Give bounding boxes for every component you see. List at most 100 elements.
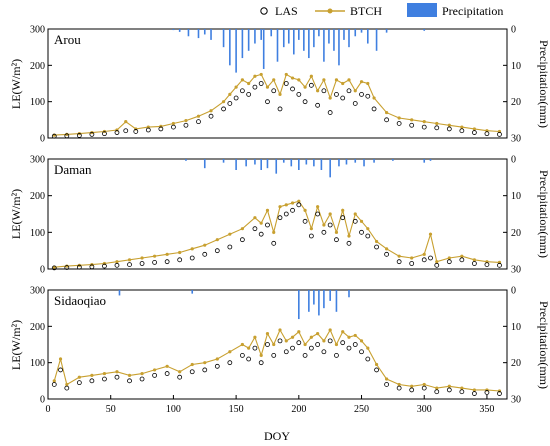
las-point <box>214 363 220 369</box>
las-point <box>396 121 402 126</box>
btch-point <box>127 373 132 377</box>
btch-point <box>253 216 257 220</box>
btch-point <box>353 333 357 338</box>
precipitation-bar <box>266 159 269 169</box>
precipitation-bar <box>282 159 285 163</box>
precipitation-bar <box>172 29 175 31</box>
right-tick-label: 0 <box>511 286 516 297</box>
panel-arou-title: Arou <box>54 32 81 47</box>
panel-sidaoqiao-right-ticks: 0 10 20 30 <box>503 286 521 406</box>
panel-daman-precipitation-bars <box>185 159 432 178</box>
las-point <box>177 257 183 263</box>
las-point <box>283 211 289 217</box>
btch-point <box>347 335 351 339</box>
x-tick-label: 200 <box>291 404 306 415</box>
las-point <box>384 382 390 387</box>
btch-point <box>366 81 370 86</box>
btch-point <box>190 247 194 251</box>
btch-point <box>297 330 301 334</box>
las-point <box>189 255 195 261</box>
las-point <box>239 237 245 243</box>
las-point <box>202 367 208 373</box>
btch-point <box>328 328 332 332</box>
panel-daman-btch-series <box>52 199 502 269</box>
btch-point <box>272 342 276 347</box>
btch-point <box>422 252 426 256</box>
btch-line <box>54 73 500 136</box>
btch-point <box>259 221 263 225</box>
left-tick-label: 200 <box>30 61 45 72</box>
precipitation-bar <box>313 290 315 305</box>
precipitation-bar <box>241 29 244 59</box>
las-point <box>246 92 252 97</box>
btch-point <box>334 78 339 82</box>
las-point <box>76 380 82 386</box>
las-point <box>290 207 295 213</box>
btch-point <box>472 127 476 131</box>
btch-point <box>353 212 357 216</box>
btch-point <box>322 339 326 343</box>
btch-point <box>303 85 307 89</box>
precipitation-bar <box>366 29 369 44</box>
las-point <box>374 367 379 373</box>
btch-point <box>374 362 379 367</box>
btch-point <box>90 373 94 377</box>
btch-point <box>228 350 232 354</box>
las-point <box>227 101 233 106</box>
btch-point <box>253 335 257 339</box>
panel-arou-btch-series <box>52 72 502 137</box>
btch-point <box>303 208 307 212</box>
las-point <box>51 382 57 387</box>
las-point <box>497 131 502 137</box>
las-point <box>271 88 277 94</box>
las-point <box>214 248 220 254</box>
precipitation-bar <box>318 290 320 316</box>
precipitation-bar <box>338 29 340 66</box>
btch-point <box>322 223 326 227</box>
legend-precipitation-label: Precipitation <box>442 4 503 18</box>
btch-point <box>385 247 389 251</box>
precipitation-bar <box>429 159 432 161</box>
las-point <box>296 202 302 208</box>
btch-point <box>228 92 232 96</box>
precipitation-bar <box>318 29 320 37</box>
btch-point <box>359 80 364 84</box>
las-point <box>102 263 107 269</box>
precipitation-bar <box>222 29 225 48</box>
las-point <box>58 367 63 373</box>
las-point <box>446 126 452 132</box>
btch-point <box>190 362 194 367</box>
precipitation-bar <box>203 159 206 169</box>
btch-point <box>152 254 157 258</box>
las-point <box>428 255 433 261</box>
las-point <box>258 231 264 237</box>
btch-point <box>228 232 232 236</box>
left-tick-label: 0 <box>40 265 45 276</box>
btch-point <box>460 386 464 390</box>
btch-point <box>247 346 251 350</box>
precipitation-bar <box>329 159 331 178</box>
btch-point <box>366 227 370 231</box>
las-point <box>484 390 490 395</box>
las-point <box>471 130 477 135</box>
left-tick-label: 200 <box>30 322 45 333</box>
btch-point <box>165 364 169 368</box>
las-point <box>265 222 270 228</box>
las-point <box>171 124 176 130</box>
precipitation-bar <box>290 159 293 167</box>
btch-point <box>272 78 276 82</box>
las-point <box>258 360 264 366</box>
las-point <box>434 262 440 268</box>
las-point <box>227 244 233 250</box>
las-point <box>89 378 95 384</box>
precipitation-bar <box>348 29 350 48</box>
precipitation-bar <box>335 290 338 312</box>
las-point <box>290 345 295 351</box>
las-point <box>352 342 358 347</box>
las-point <box>123 128 129 134</box>
left-tick-label: 100 <box>30 358 45 369</box>
las-point <box>359 92 364 97</box>
btch-point <box>265 85 270 89</box>
las-point <box>327 338 333 344</box>
las-point <box>277 215 283 221</box>
